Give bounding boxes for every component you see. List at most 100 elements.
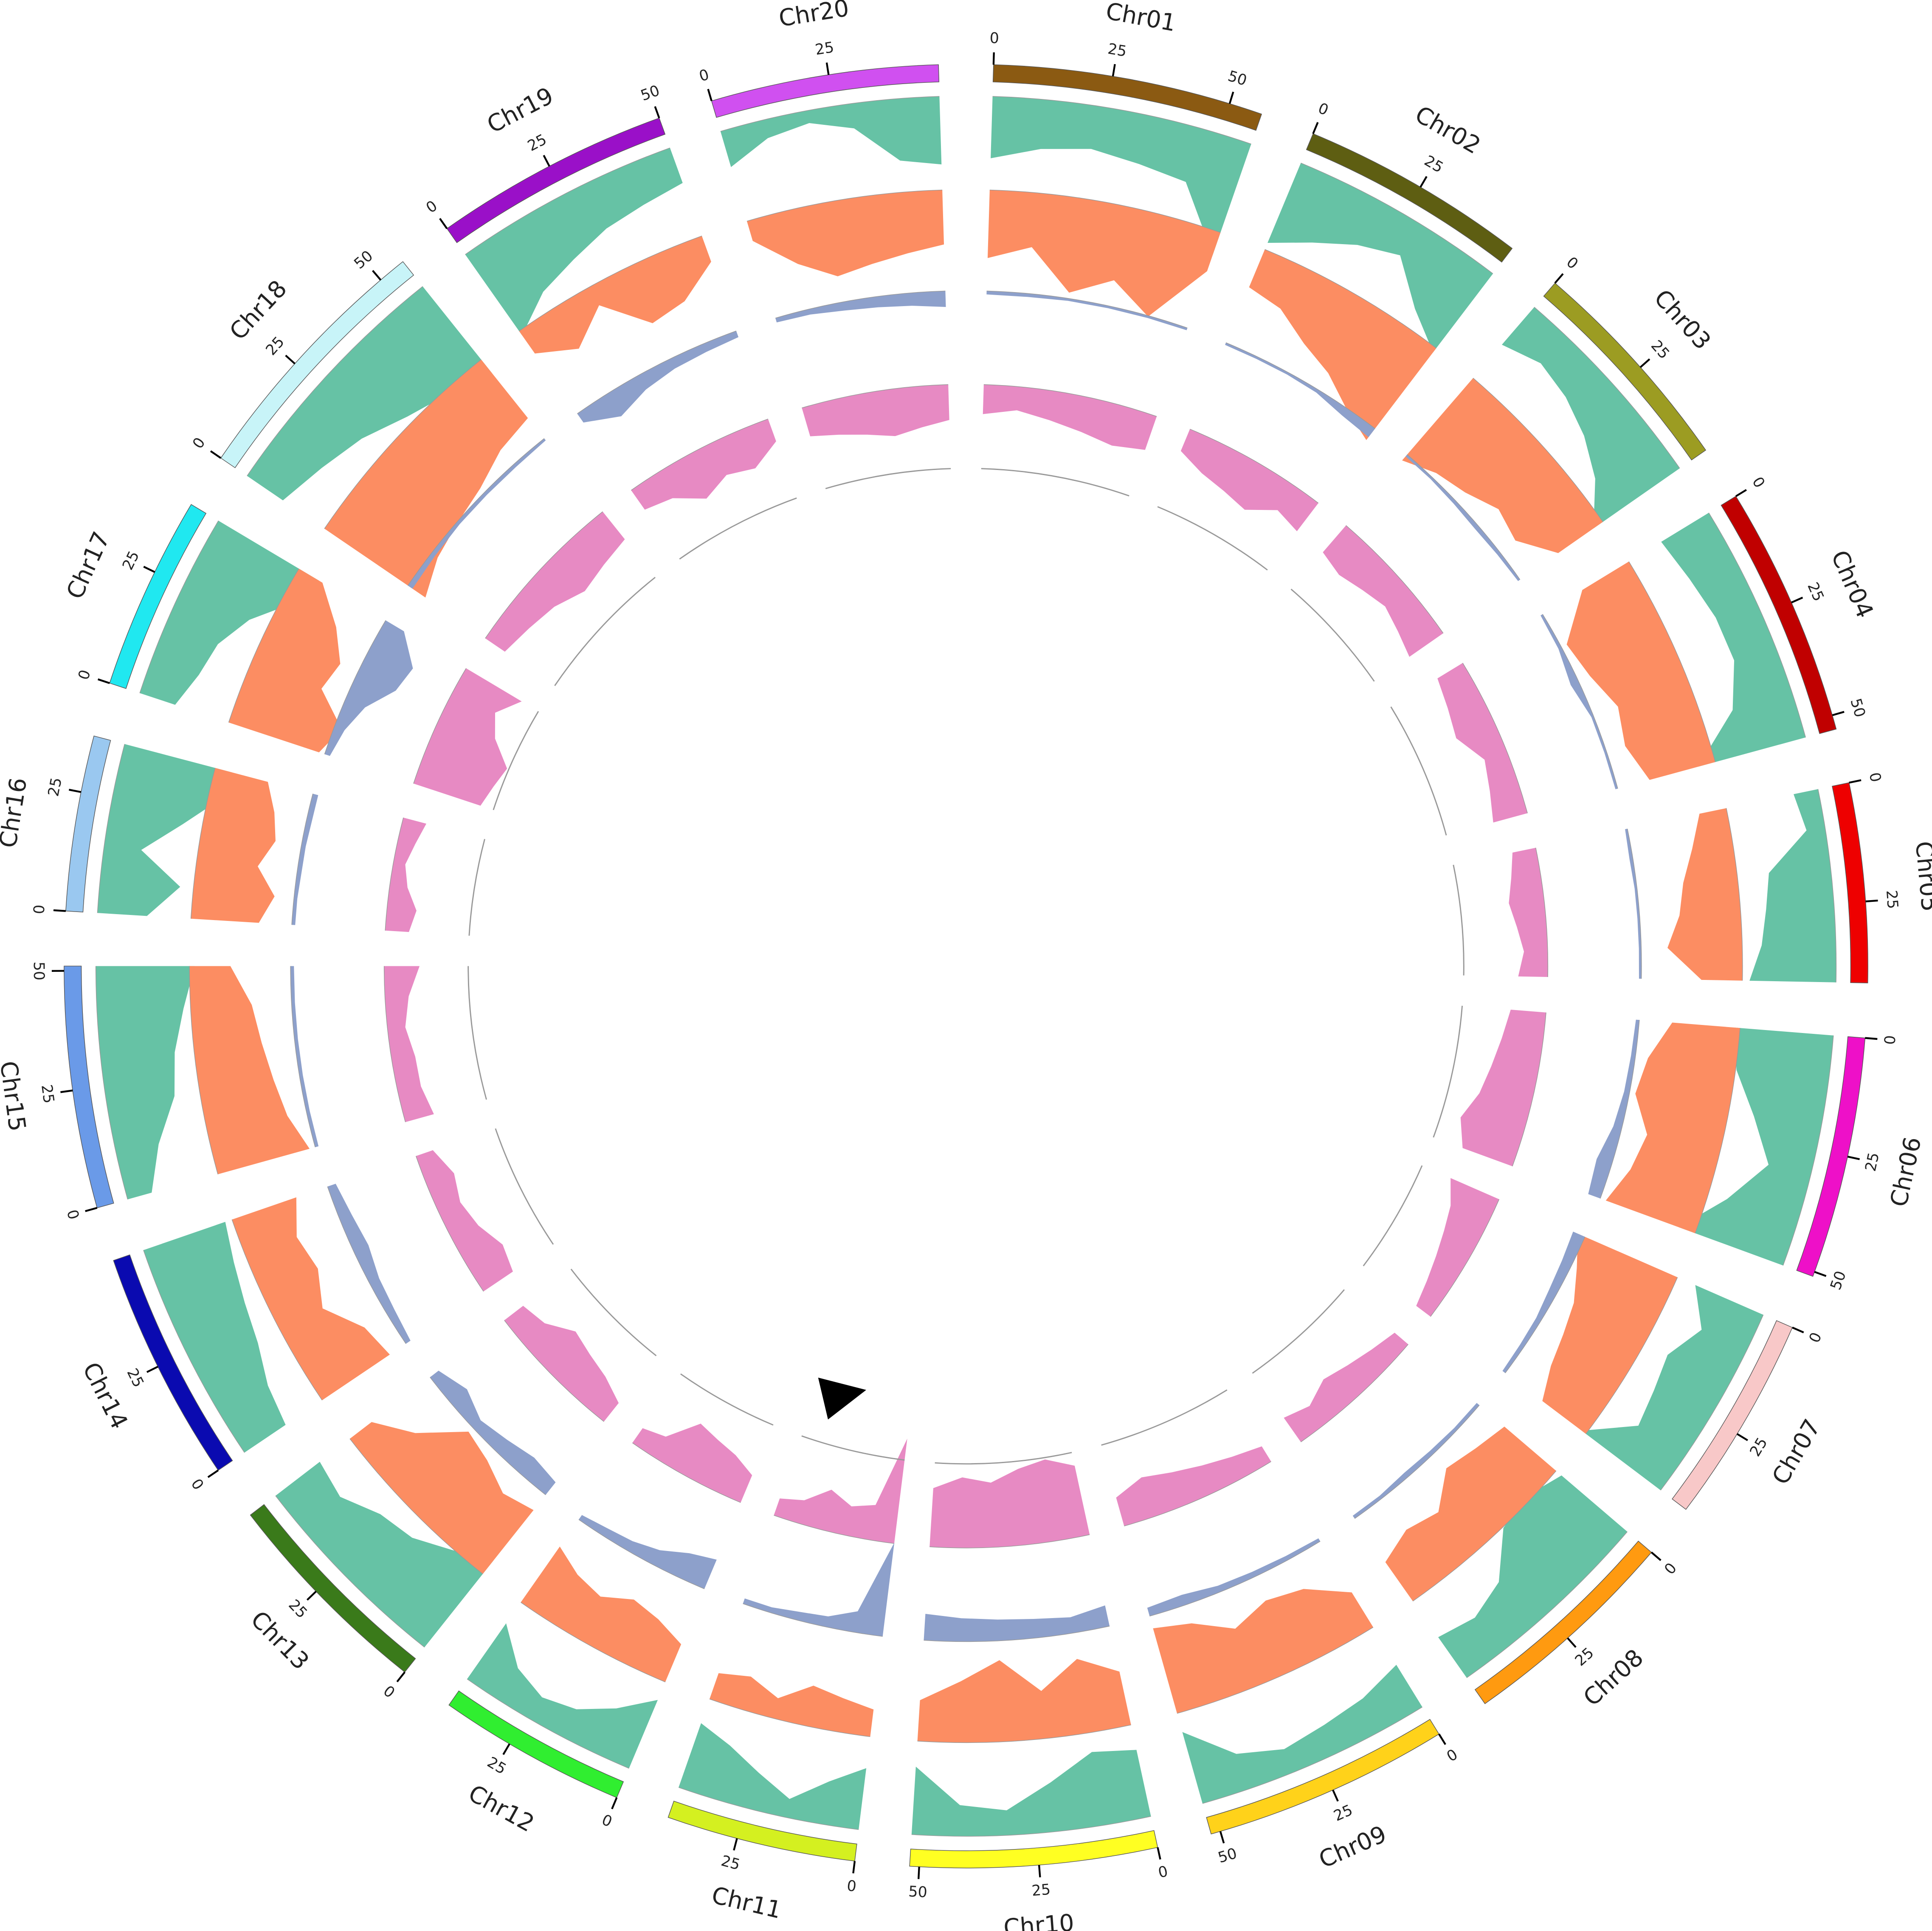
track-area — [987, 190, 1221, 317]
inner-ring — [679, 497, 797, 560]
track-area — [1249, 250, 1436, 440]
tick-mark — [1832, 711, 1845, 716]
tick-label: 25 — [719, 1852, 742, 1874]
tick-label: 25 — [1883, 889, 1901, 909]
track-area — [1323, 526, 1443, 657]
track-area — [1460, 1010, 1546, 1166]
tick-label: 0 — [697, 66, 711, 85]
tick-mark — [1736, 1433, 1748, 1441]
track-area — [1225, 343, 1375, 437]
chromosome-label: Chr15 — [0, 1059, 31, 1133]
tick-label: 0 — [846, 1878, 857, 1895]
tick-mark — [1112, 64, 1116, 77]
tick-label: 0 — [189, 434, 209, 452]
track-area — [189, 966, 310, 1174]
track-area — [1405, 455, 1520, 581]
tick-mark — [97, 678, 110, 684]
track-area — [710, 1673, 874, 1737]
tick-mark — [53, 909, 66, 912]
inner-ring — [1363, 1165, 1423, 1267]
tick-mark — [60, 1089, 73, 1093]
chromosome-band — [250, 1504, 416, 1673]
tick-mark — [210, 450, 222, 459]
inner-ring — [495, 1128, 554, 1245]
tick-mark — [1312, 122, 1319, 134]
track-area — [747, 190, 944, 276]
track-area — [416, 1150, 513, 1292]
track-area — [290, 966, 319, 1147]
tick-label: 25 — [119, 549, 143, 573]
tick-label: 25 — [263, 333, 288, 359]
inner-ring — [825, 468, 951, 490]
inner-ring — [1101, 1389, 1228, 1446]
track-area — [191, 768, 276, 923]
chromosome-label: Chr18 — [225, 275, 293, 345]
track-area — [924, 1605, 1110, 1641]
chromosome-band — [1206, 1719, 1439, 1835]
inner-ring — [1433, 1005, 1463, 1138]
tick-mark — [143, 566, 155, 573]
track-area — [1542, 1233, 1677, 1434]
track-area — [774, 1438, 907, 1543]
tick-mark — [372, 270, 382, 281]
tick-label: 0 — [1661, 1560, 1680, 1578]
chromosome-band — [113, 1254, 233, 1471]
tick-label: 25 — [1747, 1435, 1771, 1460]
chromosome-band — [446, 118, 666, 243]
tick-mark — [1792, 1326, 1804, 1334]
tick-label: 50 — [1827, 1269, 1850, 1292]
tick-label: 25 — [285, 1596, 310, 1622]
tick-mark — [918, 1866, 920, 1879]
track-area — [679, 1723, 867, 1830]
chromosome-band — [1306, 133, 1513, 263]
chromosome-band — [909, 1830, 1158, 1869]
track-area — [1667, 808, 1743, 981]
track-area — [485, 512, 625, 652]
track-area — [144, 1222, 286, 1452]
track-area — [929, 1459, 1090, 1548]
chromosome-label: Chr01 — [1104, 0, 1178, 37]
tick-mark — [1650, 1551, 1662, 1561]
tick-mark — [1554, 273, 1564, 284]
chromosome-band — [711, 64, 940, 118]
inner-ring — [468, 839, 485, 936]
track-area — [1581, 1285, 1763, 1490]
track-area — [743, 1543, 895, 1636]
tick-mark — [85, 1207, 98, 1212]
track-area — [631, 419, 776, 510]
tick-mark — [707, 89, 713, 101]
chromosome-label: Chr13 — [245, 1606, 314, 1675]
track-area — [1566, 562, 1715, 780]
track-area — [1180, 429, 1318, 532]
tick-mark — [1567, 1637, 1577, 1648]
track-area — [1501, 307, 1680, 529]
track-area — [408, 439, 546, 589]
tick-mark — [543, 155, 550, 167]
chromosome-label: Chr12 — [464, 1780, 538, 1838]
tick-mark — [1228, 91, 1234, 104]
tick-mark — [207, 1469, 219, 1478]
chromosome-band — [667, 1801, 857, 1862]
tick-label: 25 — [484, 1754, 509, 1778]
tick-label: 25 — [1031, 1881, 1051, 1900]
tick-label: 50 — [908, 1883, 927, 1901]
track-area — [1437, 663, 1527, 823]
tick-label: 25 — [525, 131, 549, 155]
track-area — [1153, 1589, 1373, 1713]
track-area — [802, 385, 949, 436]
chromosome-label: Chr19 — [483, 82, 558, 139]
tick-mark — [306, 1590, 317, 1601]
tick-label: 25 — [1107, 40, 1128, 60]
track-area — [917, 1659, 1131, 1742]
track-area — [385, 817, 427, 932]
track-area — [325, 620, 413, 756]
track-area — [632, 1424, 752, 1503]
track-area — [1147, 1538, 1320, 1616]
tick-mark — [1332, 1789, 1339, 1802]
track-area — [1625, 828, 1642, 979]
tick-label: 0 — [1881, 1035, 1899, 1045]
chromosome-label: Chr10 — [1003, 1909, 1075, 1931]
tick-label: 0 — [75, 668, 94, 682]
tick-mark — [1849, 779, 1862, 784]
